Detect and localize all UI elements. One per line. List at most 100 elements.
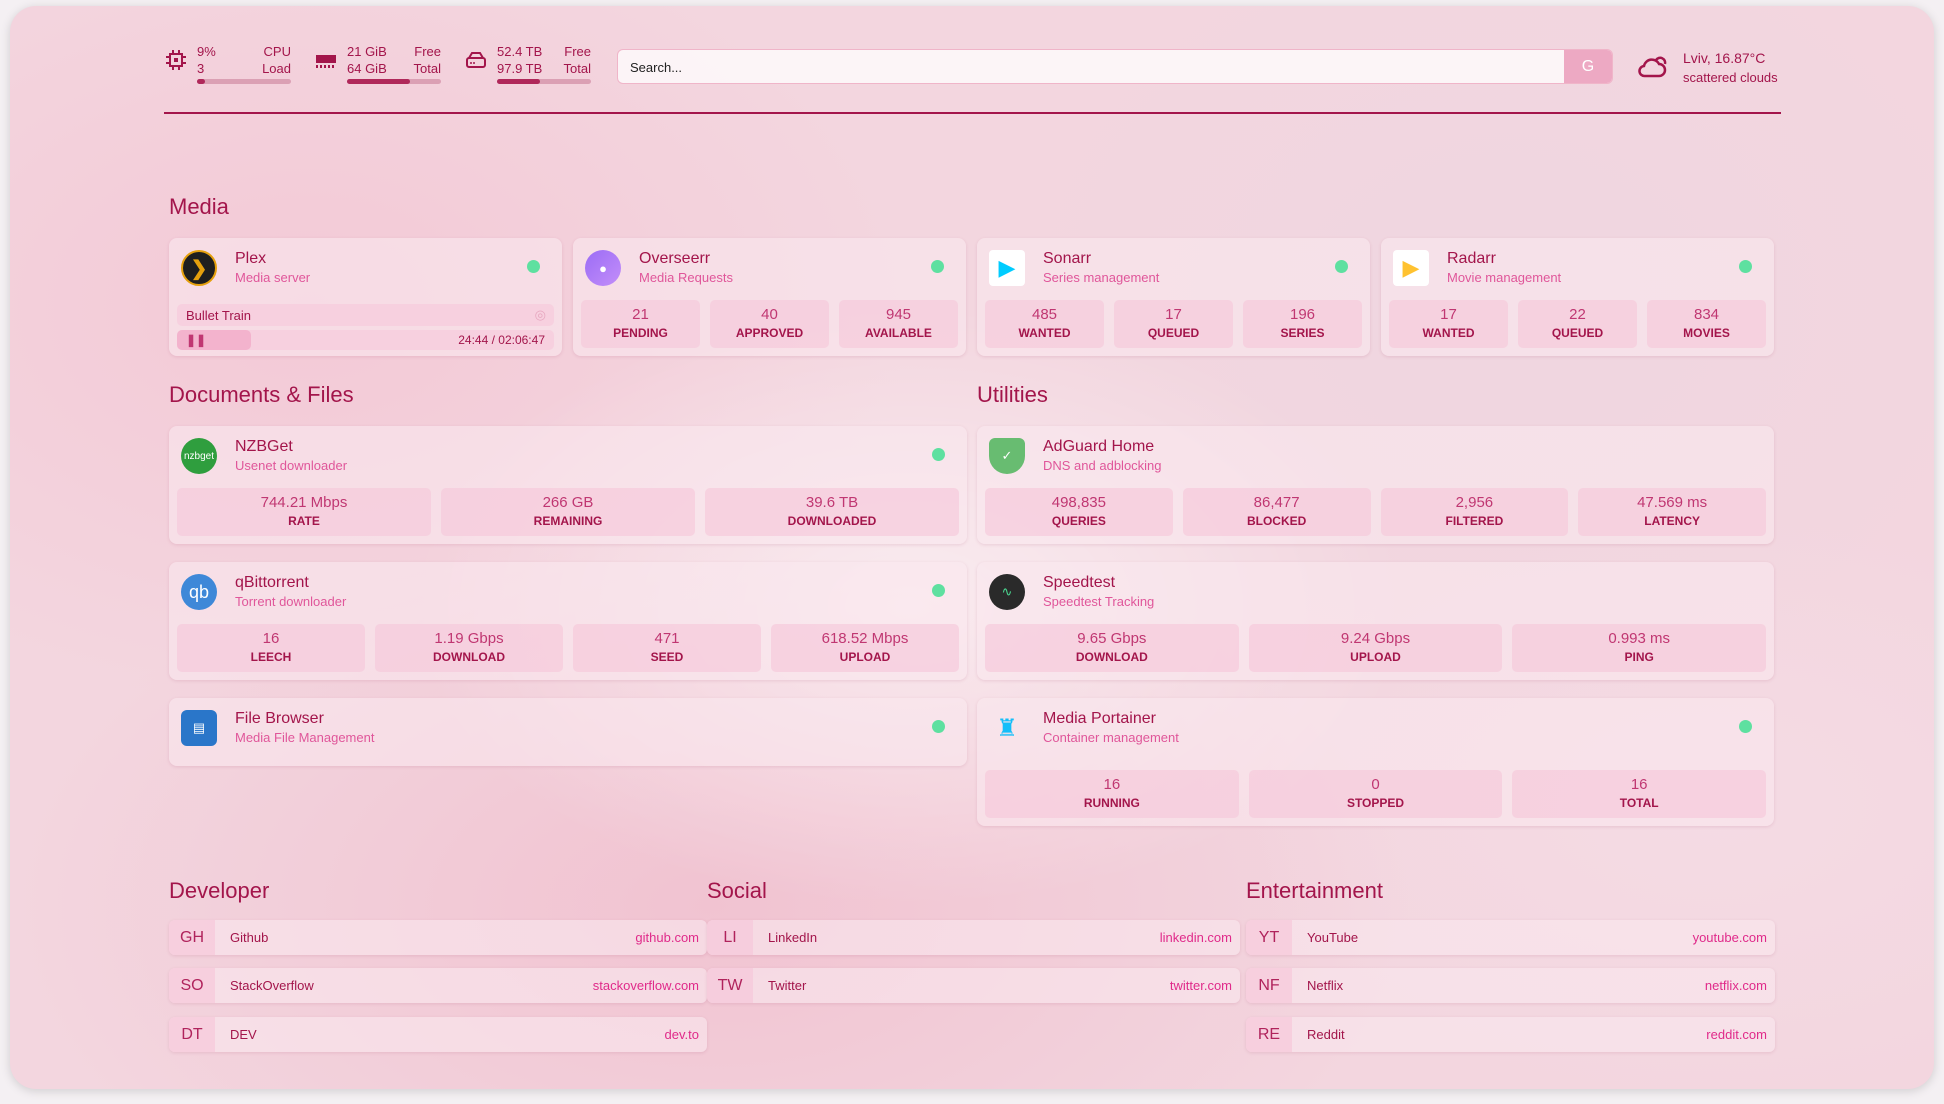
stat-value: 0 bbox=[1371, 776, 1380, 793]
service-description: Media Requests bbox=[639, 270, 733, 285]
playback-time: 24:44 / 02:06:47 bbox=[458, 333, 545, 347]
stat-total: 16 TOTAL bbox=[1512, 770, 1767, 818]
service-card-portainer[interactable]: ♜ Media Portainer Container management 1… bbox=[977, 698, 1774, 826]
service-name: NZBGet bbox=[235, 438, 293, 455]
search-input[interactable]: Search... G bbox=[617, 49, 1613, 84]
resource-sub: 97.9 TB bbox=[497, 61, 543, 76]
bookmark-abbr: YT bbox=[1246, 920, 1292, 955]
stat-downloaded: 39.6 TB DOWNLOADED bbox=[705, 488, 959, 536]
stat-stopped: 0 STOPPED bbox=[1248, 770, 1503, 818]
status-dot bbox=[932, 448, 945, 461]
service-card-sonarr[interactable]: ▶ Sonarr Series management 485 WANTED 17 QU… bbox=[977, 238, 1370, 356]
service-stats: 16 LEECH 1.19 Gbps DOWNLOAD 471 SEED 618.52 Mb… bbox=[177, 624, 959, 672]
status-dot bbox=[932, 720, 945, 733]
bookmark-stackoverflow[interactable]: SO StackOverflow stackoverflow.com bbox=[169, 968, 707, 1003]
service-card-qbittorrent[interactable]: qb qBittorrent Torrent downloader 16 LEEC… bbox=[169, 562, 967, 680]
stat-series: 196 SERIES bbox=[1243, 300, 1362, 348]
stat-value: 834 bbox=[1693, 306, 1720, 323]
bookmark-name: Netflix bbox=[1307, 978, 1344, 993]
playback-progress: ❚❚ 24:44 / 02:06:47 bbox=[177, 330, 554, 350]
service-description: Usenet downloader bbox=[235, 458, 348, 473]
stat-value: 17 bbox=[1165, 306, 1182, 323]
nzbget-icon: nzbget bbox=[181, 438, 217, 474]
bookmark-reddit[interactable]: RE Reddit reddit.com bbox=[1246, 1017, 1775, 1052]
stat-latency: 47.569 ms LATENCY bbox=[1578, 488, 1766, 536]
service-name: Media Portainer bbox=[1043, 710, 1156, 727]
service-card-filebrowser[interactable]: ▤ File Browser Media File Management bbox=[169, 698, 967, 766]
pause-icon[interactable]: ❚❚ bbox=[186, 333, 207, 347]
disk-icon bbox=[466, 52, 486, 68]
adguard-shield-icon: ✓ bbox=[989, 438, 1025, 474]
radarr-icon: ▶ bbox=[1393, 250, 1429, 286]
memory-icon bbox=[316, 55, 336, 68]
usage-fill bbox=[347, 79, 410, 84]
service-stats: 498,835 QUERIES 86,477 BLOCKED 2,956 FILTERED… bbox=[985, 488, 1766, 536]
bookmark-url: linkedin.com bbox=[1159, 930, 1232, 945]
service-card-nzbget[interactable]: nzbget NZBGet Usenet downloader 744.21 M… bbox=[169, 426, 967, 544]
service-card-plex[interactable]: ❯ Plex Media server Bullet Train ◎ ❚❚ 24… bbox=[169, 238, 562, 356]
resource-cpu: 9% 3 CPU Load bbox=[165, 43, 291, 84]
service-card-radarr[interactable]: ▶ Radarr Movie management 17 WANTED 22 QUEU… bbox=[1381, 238, 1774, 356]
resource-label: CPU bbox=[263, 44, 291, 59]
stat-value: 498,835 bbox=[1051, 494, 1106, 511]
stat-label: DOWNLOADED bbox=[787, 514, 877, 528]
bookmark-linkedin[interactable]: LI LinkedIn linkedin.com bbox=[707, 920, 1240, 955]
service-card-adguard[interactable]: ✓ AdGuard Home DNS and adblocking 498,83… bbox=[977, 426, 1774, 544]
service-description: Media File Management bbox=[235, 730, 375, 745]
bookmark-netflix[interactable]: NF Netflix netflix.com bbox=[1246, 968, 1775, 1003]
bookmark-twitter[interactable]: TW Twitter twitter.com bbox=[707, 968, 1240, 1003]
service-card-speedtest[interactable]: ∿ Speedtest Speedtest Tracking 9.65 Gbps… bbox=[977, 562, 1774, 680]
bookmark-youtube[interactable]: YT YouTube youtube.com bbox=[1246, 920, 1775, 955]
service-description: Movie management bbox=[1447, 270, 1562, 285]
weather-condition: scattered clouds bbox=[1683, 70, 1778, 85]
stat-leech: 16 LEECH bbox=[177, 624, 365, 672]
stat-ping: 0.993 ms PING bbox=[1512, 624, 1767, 672]
service-name: Sonarr bbox=[1043, 250, 1092, 267]
service-stats: 744.21 Mbps RATE 266 GB REMAINING 39.6 TB DOW… bbox=[177, 488, 959, 536]
bookmark-url: dev.to bbox=[664, 1027, 699, 1042]
status-dot bbox=[527, 260, 540, 273]
resources-widget: 9% 3 CPU Load 21 GiB 64 GiB Free Total 52.4 … bbox=[165, 43, 591, 84]
status-dot bbox=[1335, 260, 1348, 273]
service-name: Overseerr bbox=[639, 250, 711, 267]
bookmark-name: StackOverflow bbox=[230, 978, 314, 993]
service-stats: 21 PENDING 40 APPROVED 945 AVAILABLE bbox=[581, 300, 958, 348]
bookmark-abbr: TW bbox=[707, 968, 753, 1003]
resource-label: Free bbox=[414, 44, 441, 59]
stat-value: 744.21 Mbps bbox=[260, 494, 348, 511]
resource-label: Free bbox=[564, 44, 591, 59]
group-title-docs: Documents & Files bbox=[169, 382, 354, 407]
resource-value: 9% bbox=[197, 44, 216, 59]
bookmark-github[interactable]: GH Github github.com bbox=[169, 920, 707, 955]
stat-approved: 40 APPROVED bbox=[710, 300, 829, 348]
now-playing-title: Bullet Train bbox=[186, 308, 252, 323]
now-playing-row: Bullet Train ◎ bbox=[177, 304, 554, 326]
stat-value: 39.6 TB bbox=[805, 494, 859, 511]
stat-value: 471 bbox=[654, 630, 680, 647]
stat-value: 47.569 ms bbox=[1637, 494, 1708, 511]
stat-value: 21 bbox=[632, 306, 649, 323]
portainer-icon: ♜ bbox=[996, 714, 1018, 742]
service-stats: 17 WANTED 22 QUEUED 834 MOVIES bbox=[1389, 300, 1766, 348]
stat-label: RUNNING bbox=[1083, 796, 1140, 810]
resource-sub: 3 bbox=[197, 61, 205, 76]
group-title-utilities: Utilities bbox=[977, 382, 1048, 407]
stat-label: BLOCKED bbox=[1246, 514, 1307, 528]
bookmark-abbr: NF bbox=[1246, 968, 1292, 1003]
stat-value: 17 bbox=[1440, 306, 1457, 323]
overseerr-icon: ● bbox=[585, 250, 621, 286]
stat-wanted: 485 WANTED bbox=[985, 300, 1104, 348]
stat-label: DOWNLOAD bbox=[1075, 650, 1148, 664]
stat-label: RATE bbox=[288, 514, 320, 528]
search-provider-button[interactable]: G bbox=[1564, 50, 1612, 83]
service-name: Radarr bbox=[1447, 250, 1496, 267]
stat-upload: 9.24 Gbps UPLOAD bbox=[1248, 624, 1503, 672]
status-dot bbox=[1739, 720, 1752, 733]
service-card-overseerr[interactable]: ● Overseerr Media Requests 21 PENDING 40 AP… bbox=[573, 238, 966, 356]
stat-label: STOPPED bbox=[1346, 796, 1405, 810]
stat-label: PENDING bbox=[613, 326, 668, 340]
group-title-social: Social bbox=[707, 878, 767, 903]
status-dot bbox=[932, 584, 945, 597]
stat-queries: 498,835 QUERIES bbox=[985, 488, 1173, 536]
bookmark-dev[interactable]: DT DEV dev.to bbox=[169, 1017, 707, 1052]
